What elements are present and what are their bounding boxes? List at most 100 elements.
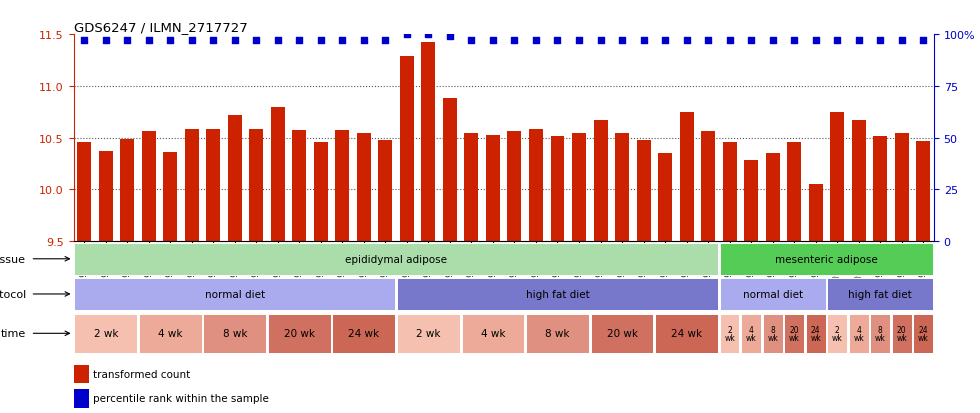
Bar [139, 314, 202, 353]
Point [851, 38, 866, 45]
Text: 24 wk: 24 wk [348, 328, 379, 339]
Bar [397, 314, 460, 353]
Bar [526, 314, 589, 353]
Text: high fat diet: high fat diet [525, 289, 589, 299]
Point [163, 38, 178, 45]
Bar [873, 136, 887, 242]
Point [313, 38, 328, 45]
Bar [572, 133, 586, 242]
Point [98, 38, 114, 45]
Bar [656, 314, 718, 353]
Bar [719, 314, 740, 353]
Text: epididymal adipose: epididymal adipose [345, 254, 447, 264]
Point [356, 38, 371, 45]
Bar [765, 154, 780, 242]
Bar [164, 153, 177, 242]
Text: 8
wk: 8 wk [875, 325, 886, 342]
Text: 2 wk: 2 wk [93, 328, 118, 339]
Text: 4 wk: 4 wk [158, 328, 182, 339]
Bar [292, 131, 307, 242]
Text: GDS6247 / ILMN_2717727: GDS6247 / ILMN_2717727 [74, 21, 247, 34]
Bar [465, 133, 478, 242]
Text: 2 wk: 2 wk [416, 328, 441, 339]
Bar [787, 142, 801, 242]
Text: 8 wk: 8 wk [222, 328, 247, 339]
Text: 20
wk: 20 wk [897, 325, 907, 342]
Point [399, 32, 415, 38]
Bar [744, 161, 759, 242]
Bar [719, 278, 825, 310]
Bar [335, 131, 350, 242]
Bar [895, 133, 908, 242]
Bar [827, 314, 847, 353]
Bar [142, 132, 156, 242]
Point [141, 38, 157, 45]
Bar [77, 142, 91, 242]
Point [291, 38, 307, 45]
Bar [741, 314, 761, 353]
Bar [462, 314, 524, 353]
Bar [185, 130, 199, 242]
Bar [207, 130, 220, 242]
Point [808, 38, 823, 45]
Text: 24
wk: 24 wk [918, 325, 929, 342]
Bar [827, 278, 933, 310]
Bar [830, 113, 844, 242]
Bar [892, 314, 911, 353]
Point [701, 38, 716, 45]
Bar [916, 141, 930, 242]
Point [507, 38, 522, 45]
Bar [722, 142, 737, 242]
Bar [357, 133, 370, 242]
Bar [852, 121, 865, 242]
Bar [486, 135, 500, 242]
Bar [508, 132, 521, 242]
Bar [658, 154, 672, 242]
Point [915, 38, 931, 45]
Text: high fat diet: high fat diet [849, 289, 912, 299]
Bar [551, 136, 564, 242]
Bar [808, 185, 822, 242]
Point [334, 38, 350, 45]
Bar [421, 43, 435, 242]
Point [420, 32, 436, 38]
Text: 4 wk: 4 wk [481, 328, 506, 339]
Text: normal diet: normal diet [743, 289, 803, 299]
Text: 8
wk: 8 wk [767, 325, 778, 342]
Text: 2
wk: 2 wk [724, 325, 735, 342]
Point [658, 38, 673, 45]
Text: 20 wk: 20 wk [284, 328, 315, 339]
Text: 24
wk: 24 wk [810, 325, 821, 342]
Bar [849, 314, 868, 353]
Bar [99, 152, 113, 242]
Point [786, 38, 802, 45]
Bar [74, 314, 137, 353]
Bar [784, 314, 804, 353]
Point [485, 38, 501, 45]
Bar [591, 314, 654, 353]
Bar [268, 314, 331, 353]
Point [721, 38, 737, 45]
Point [377, 38, 393, 45]
Point [614, 38, 630, 45]
Point [227, 38, 243, 45]
Bar [870, 314, 890, 353]
Bar [249, 130, 264, 242]
Text: 4
wk: 4 wk [854, 325, 864, 342]
Bar [400, 57, 414, 242]
Point [593, 38, 609, 45]
Point [829, 38, 845, 45]
Point [442, 34, 458, 40]
Bar [594, 121, 608, 242]
Point [764, 38, 780, 45]
Point [76, 38, 92, 45]
Bar [270, 107, 285, 242]
Point [743, 38, 759, 45]
Bar [332, 314, 395, 353]
Bar [74, 278, 395, 310]
Bar [806, 314, 825, 353]
Point [120, 38, 135, 45]
Text: time: time [1, 328, 26, 339]
Bar [719, 243, 933, 275]
Text: 20
wk: 20 wk [789, 325, 800, 342]
